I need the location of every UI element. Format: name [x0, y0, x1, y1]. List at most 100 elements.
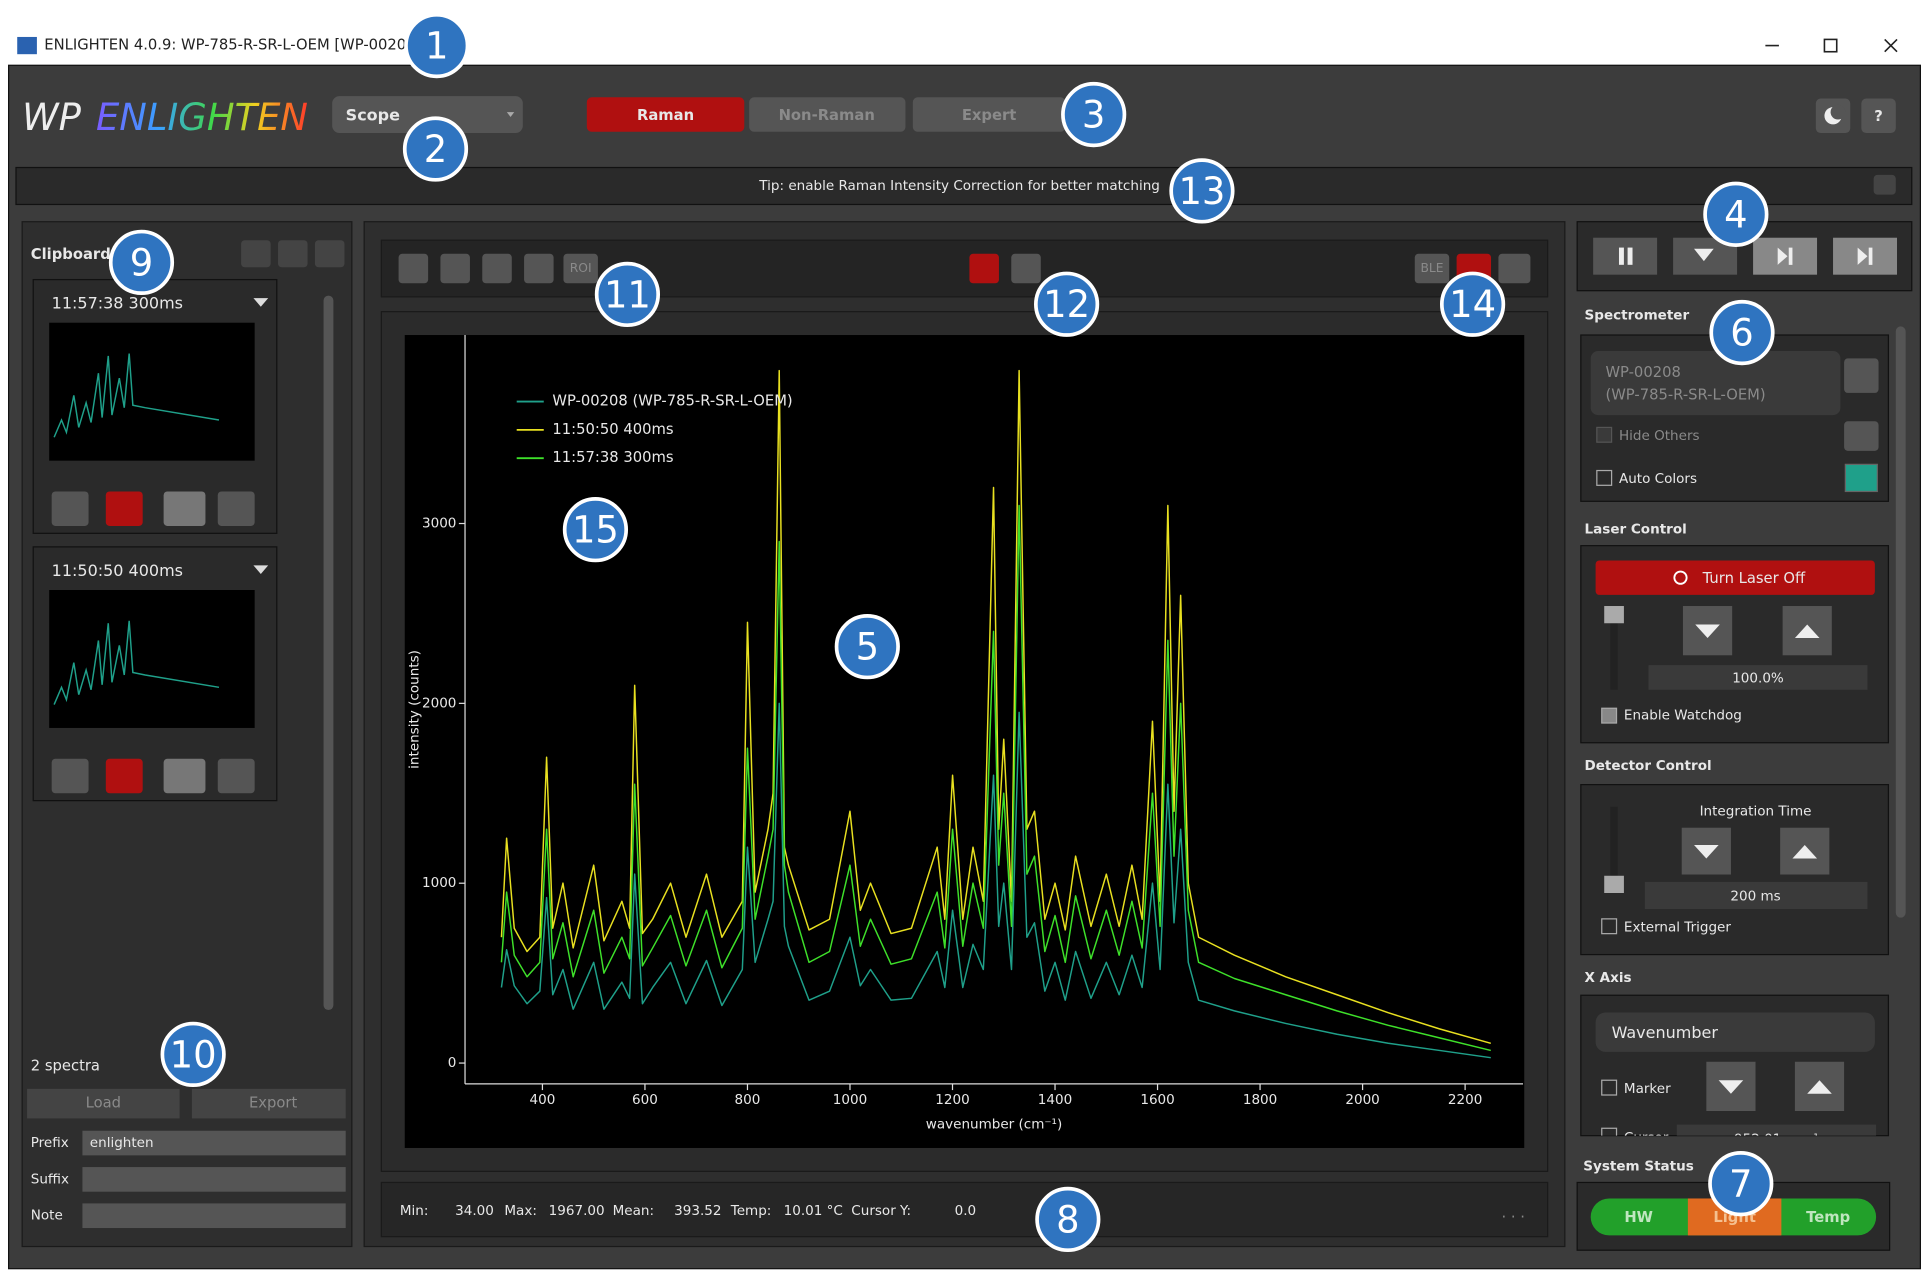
lock-button[interactable]	[1844, 421, 1879, 451]
checkbox[interactable]	[1596, 469, 1613, 486]
status-bar	[380, 1181, 1549, 1238]
device-dropdown[interactable]	[1590, 351, 1841, 416]
moon-cut	[1830, 104, 1846, 120]
callout-badge	[562, 497, 629, 563]
checkbox[interactable]	[1601, 707, 1618, 724]
app-icon	[17, 36, 37, 55]
laser-button[interactable]	[1595, 560, 1875, 595]
callout-number: 15	[572, 509, 619, 552]
eject-button[interactable]	[1844, 358, 1879, 393]
thumbnail	[49, 589, 255, 728]
window-controls[interactable]	[1765, 38, 1898, 53]
down-icon	[1694, 844, 1719, 859]
power-field[interactable]	[1648, 665, 1868, 690]
status-more[interactable]: . . .	[1501, 1204, 1524, 1221]
status-fields: Min: 34.00 Max: 1967.00 Mean: 393.52 Temp: 10.0…	[400, 1203, 976, 1219]
item-button[interactable]	[163, 491, 206, 526]
load-button[interactable]	[27, 1088, 180, 1119]
item-button[interactable]	[217, 491, 255, 526]
scrollbar[interactable]	[1895, 326, 1906, 918]
tip-bar	[15, 166, 1913, 206]
integration-field[interactable]	[1644, 881, 1868, 910]
acquisition-buttons[interactable]	[1593, 237, 1898, 275]
item-button[interactable]	[105, 758, 143, 794]
text-field[interactable]	[82, 1130, 346, 1156]
field-label: Suffix	[31, 1171, 69, 1187]
clipboard-edit[interactable]	[241, 240, 271, 268]
laser-power: 100.0%	[1732, 671, 1784, 687]
callout-number: 4	[1724, 193, 1747, 236]
callout-badge	[402, 116, 469, 182]
item-menu[interactable]	[253, 298, 269, 307]
title-bar	[0, 0, 1929, 66]
toolbar-buttons[interactable]	[398, 253, 1531, 284]
help-button[interactable]	[1861, 98, 1896, 134]
status-value: 34.00	[455, 1203, 494, 1219]
spectra-count: 2 spectra	[31, 1058, 100, 1075]
callout-number: 1	[425, 25, 448, 68]
item-button[interactable]	[217, 758, 255, 794]
acquisition-icons	[1618, 247, 1873, 265]
cursor-field[interactable]	[1676, 1124, 1877, 1152]
checkbox[interactable]	[1601, 1127, 1618, 1143]
tip-text: Tip: enable Raman Intensity Correction f…	[758, 178, 1160, 194]
scrollbar[interactable]	[323, 295, 334, 1011]
item-button[interactable]	[51, 758, 89, 794]
y-tick-label: 1000	[422, 875, 456, 891]
mode-button[interactable]	[912, 97, 1066, 132]
checkbox[interactable]	[1596, 426, 1613, 443]
text-field[interactable]	[82, 1203, 346, 1229]
device-serial: WP-00208	[1605, 364, 1680, 381]
unit-dropdown[interactable]	[1595, 1012, 1875, 1052]
item-button[interactable]	[51, 491, 89, 526]
help-icon: ?	[1874, 108, 1883, 125]
external-trigger: External Trigger	[1624, 919, 1731, 935]
callout-badge	[1169, 158, 1235, 224]
slider-handle[interactable]	[1604, 606, 1624, 624]
checkbox[interactable]	[1601, 1079, 1618, 1096]
detector-box	[1580, 783, 1890, 956]
mode-button[interactable]	[749, 97, 906, 132]
laser-button-label: Turn Laser Off	[1702, 570, 1806, 587]
color-swatch[interactable]	[1844, 463, 1878, 493]
view-dropdown[interactable]	[332, 96, 523, 134]
x-tick-label: 1800	[1243, 1092, 1277, 1108]
tip-close[interactable]	[1873, 174, 1896, 195]
item-menu[interactable]	[253, 565, 269, 574]
slider-handle[interactable]	[1604, 875, 1624, 894]
x-tick-label: 1200	[935, 1092, 969, 1108]
x-tick-label: 400	[530, 1092, 556, 1108]
export-label: Export	[249, 1095, 298, 1112]
thumbnail-trace	[53, 620, 220, 705]
item-button[interactable]	[163, 758, 206, 794]
mode-label: Non-Raman	[779, 107, 875, 124]
callout-number: 6	[1730, 312, 1753, 355]
status-value: 1967.00	[549, 1203, 605, 1219]
clipboard-clear[interactable]	[314, 240, 345, 268]
status-value: 10.01 °C	[784, 1203, 843, 1219]
cursor-value: 952.01 cm⁻¹	[1734, 1131, 1819, 1147]
x-tick-label: 600	[632, 1092, 658, 1108]
cursor-label: Cursor	[1624, 1130, 1669, 1146]
field-label: Prefix	[31, 1135, 69, 1151]
section-title: System Status	[1583, 1158, 1694, 1174]
x-tick-label: 800	[735, 1092, 761, 1108]
mode-button[interactable]	[586, 97, 745, 132]
checkbox[interactable]	[1601, 918, 1618, 935]
watchdog: Enable Watchdog	[1624, 708, 1742, 724]
callout-badge	[594, 261, 661, 328]
y-tick-label: 2000	[422, 695, 456, 711]
x-tick-label: 1400	[1038, 1092, 1072, 1108]
callout-badge	[1703, 181, 1769, 247]
x-tick-label: 1000	[833, 1092, 867, 1108]
text-field[interactable]	[82, 1167, 346, 1192]
auto-colors: Auto Colors	[1619, 471, 1697, 487]
status-temp: Temp	[1806, 1209, 1850, 1226]
marker-label: Marker	[1624, 1081, 1671, 1097]
item-button[interactable]	[105, 491, 143, 526]
y-axis-label: intensity (counts)	[407, 650, 423, 769]
load-label: Load	[86, 1095, 121, 1112]
clipboard-view[interactable]	[278, 240, 308, 268]
export-button[interactable]	[191, 1088, 346, 1119]
